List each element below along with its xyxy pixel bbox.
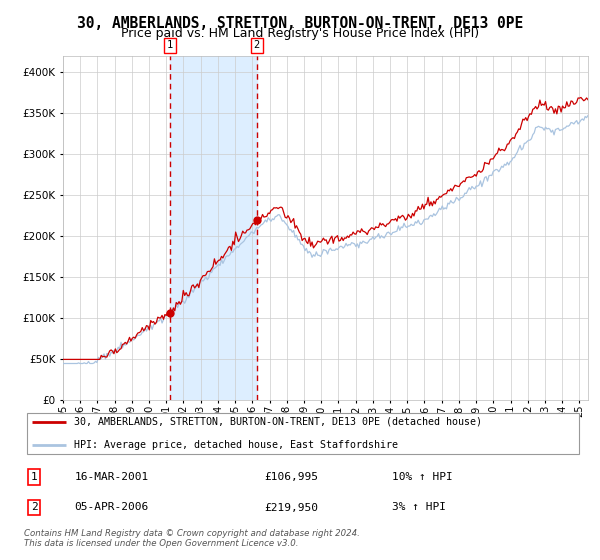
Text: 16-MAR-2001: 16-MAR-2001 xyxy=(74,472,148,482)
Text: 3% ↑ HPI: 3% ↑ HPI xyxy=(392,502,446,512)
Bar xyxy=(170,56,257,400)
FancyBboxPatch shape xyxy=(27,413,579,454)
Text: 2: 2 xyxy=(254,40,260,50)
Text: Price paid vs. HM Land Registry's House Price Index (HPI): Price paid vs. HM Land Registry's House … xyxy=(121,27,479,40)
Text: £219,950: £219,950 xyxy=(264,502,318,512)
Text: 30, AMBERLANDS, STRETTON, BURTON-ON-TRENT, DE13 0PE: 30, AMBERLANDS, STRETTON, BURTON-ON-TREN… xyxy=(77,16,523,31)
Text: Contains HM Land Registry data © Crown copyright and database right 2024.: Contains HM Land Registry data © Crown c… xyxy=(24,529,360,538)
Text: 10% ↑ HPI: 10% ↑ HPI xyxy=(392,472,453,482)
Text: 30, AMBERLANDS, STRETTON, BURTON-ON-TRENT, DE13 0PE (detached house): 30, AMBERLANDS, STRETTON, BURTON-ON-TREN… xyxy=(74,417,482,427)
Text: This data is licensed under the Open Government Licence v3.0.: This data is licensed under the Open Gov… xyxy=(24,539,299,548)
Text: £106,995: £106,995 xyxy=(264,472,318,482)
Text: HPI: Average price, detached house, East Staffordshire: HPI: Average price, detached house, East… xyxy=(74,440,398,450)
Text: 1: 1 xyxy=(167,40,173,50)
Text: 2: 2 xyxy=(31,502,37,512)
Text: 05-APR-2006: 05-APR-2006 xyxy=(74,502,148,512)
Text: 1: 1 xyxy=(31,472,37,482)
